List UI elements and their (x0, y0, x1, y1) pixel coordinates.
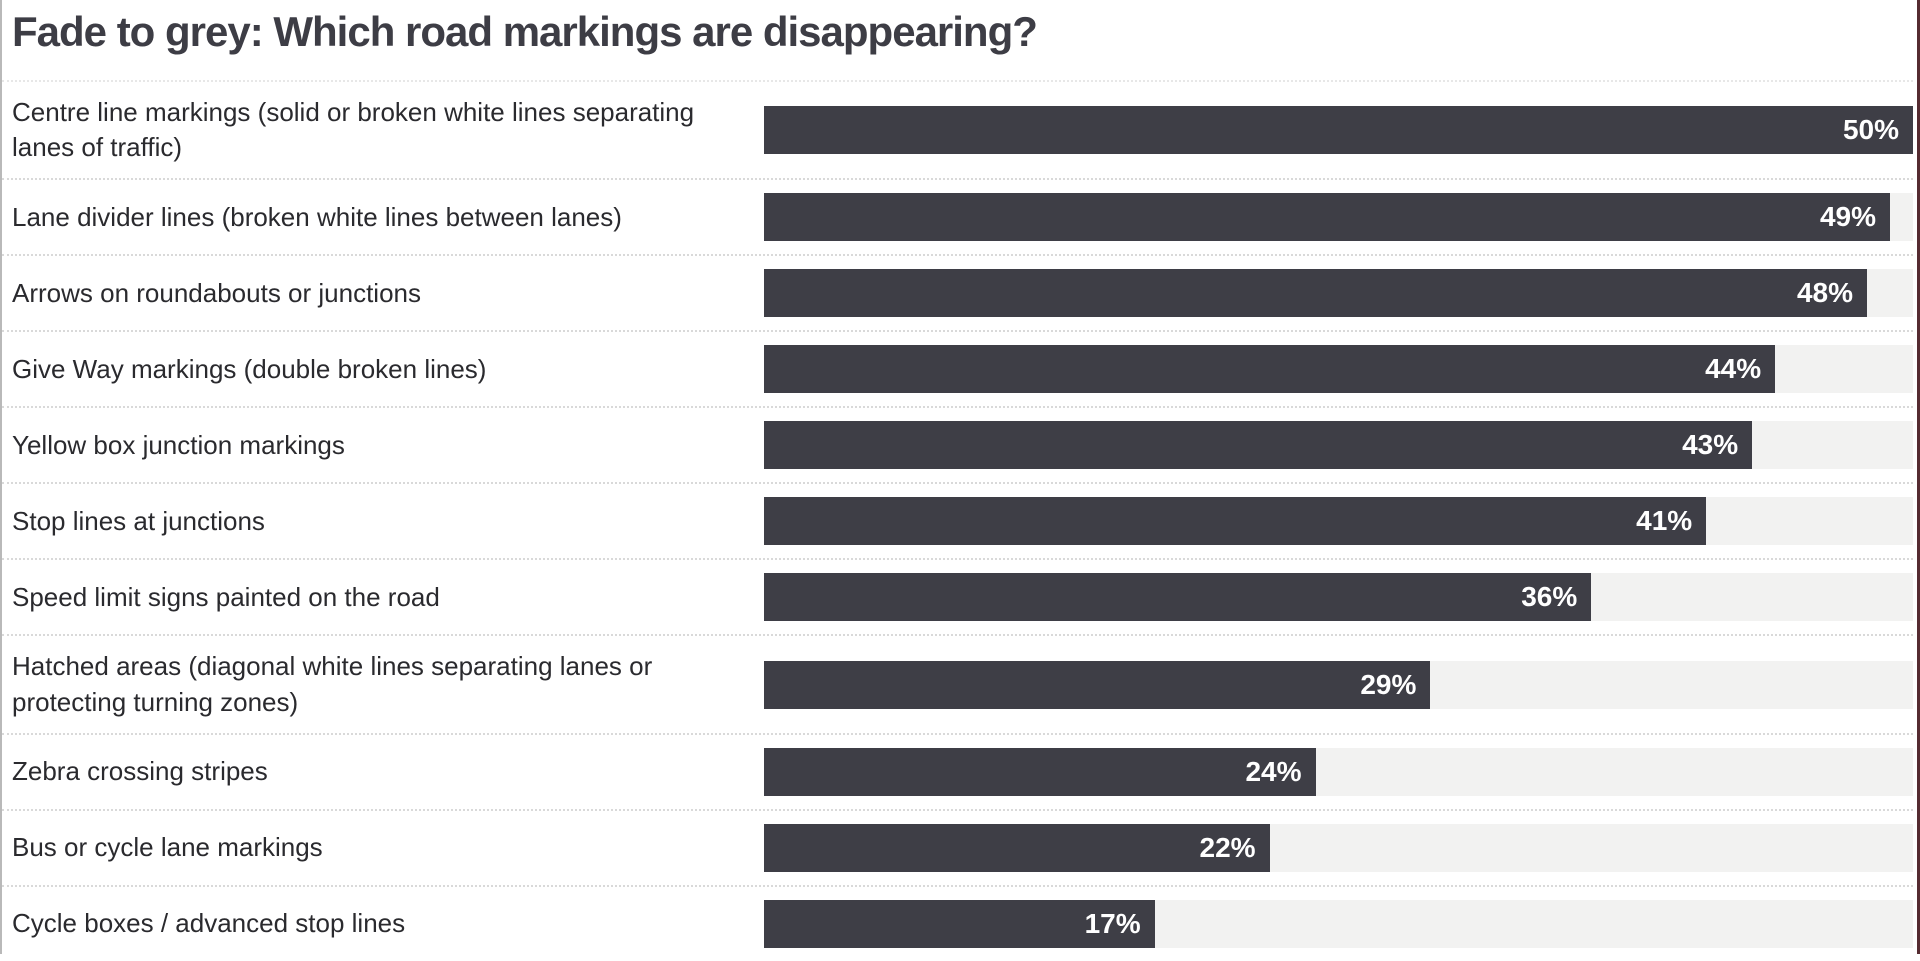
bar-value-label: 36% (1521, 581, 1578, 613)
chart-row: Speed limit signs painted on the road 36… (2, 558, 1913, 634)
bar-track: 36% (764, 573, 1913, 622)
bar: 36% (764, 573, 1592, 622)
chart-row: Bus or cycle lane markings 22% (2, 808, 1913, 885)
bar: 48% (764, 269, 1868, 318)
bar: 50% (764, 106, 1913, 155)
category-label: Zebra crossing stripes (12, 756, 268, 787)
chart-row: Yellow box junction markings 43% (2, 406, 1913, 482)
bar-track: 29% (764, 660, 1913, 709)
category-label: Give Way markings (double broken lines) (12, 353, 487, 384)
bar-track: 24% (764, 747, 1913, 796)
category-label: Cycle boxes / advanced stop lines (12, 908, 406, 939)
category-label: Arrows on roundabouts or junctions (12, 277, 422, 308)
category-label: Speed limit signs painted on the road (12, 581, 440, 612)
chart-title: Fade to grey: Which road markings are di… (12, 8, 1038, 55)
category-label: Bus or cycle lane markings (12, 832, 323, 863)
chart-row: Hatched areas (diagonal white lines sepa… (2, 634, 1913, 732)
chart-row: Zebra crossing stripes 24% (2, 732, 1913, 809)
bar-value-label: 50% (1842, 114, 1899, 146)
bar: 29% (764, 660, 1431, 709)
bar-value-label: 41% (1636, 505, 1693, 537)
bar: 43% (764, 421, 1753, 470)
bar-value-label: 29% (1360, 668, 1417, 700)
bar-value-label: 44% (1705, 353, 1762, 385)
chart-row: Lane divider lines (broken white lines b… (2, 178, 1913, 254)
chart-row: Centre line markings (solid or broken wh… (2, 80, 1913, 178)
category-label: Stop lines at junctions (12, 505, 265, 536)
bar-value-label: 17% (1084, 907, 1141, 939)
bar: 17% (764, 899, 1155, 948)
bar: 24% (764, 747, 1316, 796)
bar-track: 49% (764, 193, 1913, 242)
chart-row: Give Way markings (double broken lines) … (2, 330, 1913, 406)
bar: 22% (764, 823, 1270, 872)
category-label: Hatched areas (diagonal white lines sepa… (12, 651, 653, 717)
bar-track: 41% (764, 497, 1913, 546)
bar: 44% (764, 345, 1776, 394)
bar-chart: Centre line markings (solid or broken wh… (2, 80, 1917, 960)
bar-value-label: 24% (1245, 755, 1302, 787)
bar-value-label: 48% (1796, 277, 1854, 309)
chart-row: Cycle boxes / advanced stop lines 17% (2, 884, 1913, 961)
bar-value-label: 22% (1199, 831, 1256, 863)
bar-value-label: 49% (1819, 201, 1877, 233)
chart-row: Arrows on roundabouts or junctions 48% (2, 254, 1913, 330)
bar-value-label: 43% (1682, 429, 1739, 461)
chart-row: Stop lines at junctions 41% (2, 482, 1913, 558)
category-label: Yellow box junction markings (12, 429, 345, 460)
bar-track: 48% (764, 269, 1913, 318)
category-label: Centre line markings (solid or broken wh… (12, 97, 695, 163)
bar: 49% (764, 193, 1891, 242)
bar: 41% (764, 497, 1707, 546)
category-label: Lane divider lines (broken white lines b… (12, 201, 622, 232)
bar-track: 44% (764, 345, 1913, 394)
bar-track: 17% (764, 899, 1913, 948)
bar-track: 50% (764, 106, 1913, 155)
bar-track: 22% (764, 823, 1913, 872)
bar-track: 43% (764, 421, 1913, 470)
